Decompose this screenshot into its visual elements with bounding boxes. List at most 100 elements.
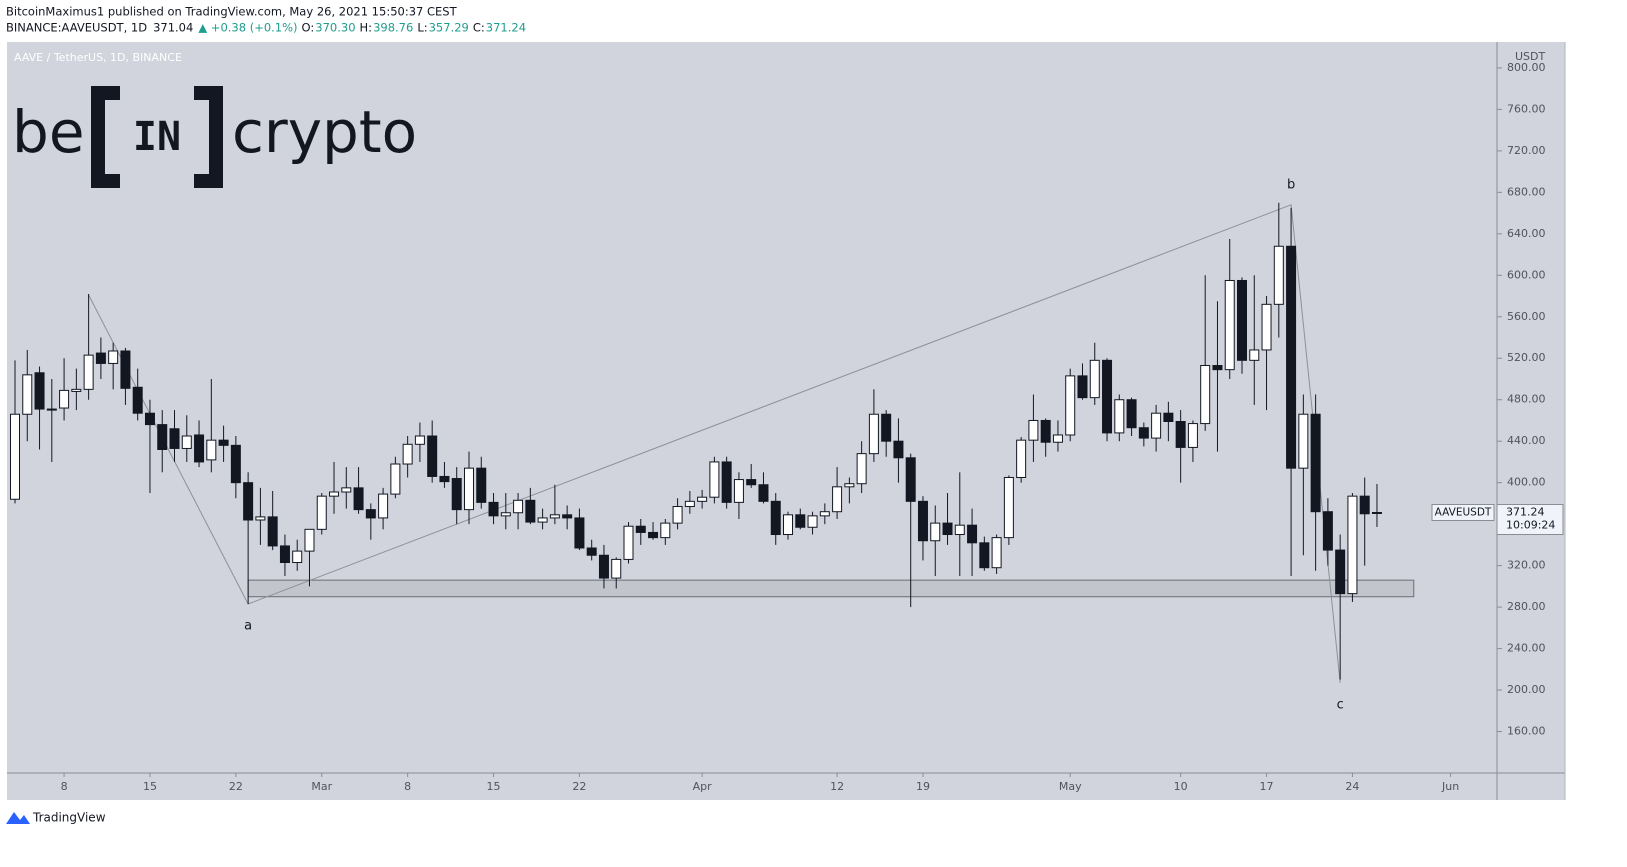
candle-body [414, 435, 425, 445]
candle-body [451, 478, 462, 511]
footer-text: TradingView [32, 811, 106, 825]
candle-body [819, 511, 830, 517]
plot-background [7, 42, 1497, 773]
countdown-label: 10:09:24 [1506, 518, 1555, 531]
candle-body [267, 516, 278, 547]
candle-body [83, 354, 94, 390]
candle-body [549, 514, 560, 519]
candle-body [279, 545, 290, 564]
candle-body [1065, 375, 1076, 436]
candle-body [979, 542, 990, 569]
candle-body [500, 512, 511, 517]
watermark-text: IN [133, 114, 181, 160]
candle-body [144, 412, 155, 426]
candle-body [746, 479, 757, 486]
candle-body [1237, 279, 1247, 361]
chart-title: AAVE / TetherUS, 1D, BINANCE [14, 51, 182, 64]
x-tick-label: 15 [143, 780, 157, 793]
candle-body [132, 386, 143, 414]
candle-body [1347, 495, 1358, 595]
y-tick-label: 440.00 [1507, 434, 1546, 447]
candle-body [427, 435, 438, 477]
watermark-text: crypto [232, 98, 417, 166]
candle-body [1200, 365, 1211, 425]
support-zone [247, 579, 1415, 598]
candle-body [795, 514, 806, 528]
candle-body [917, 500, 928, 542]
candle-body [292, 550, 303, 564]
candle-body [10, 413, 20, 500]
candle-body [243, 482, 254, 521]
header-text: L: [417, 21, 427, 35]
y-tick-label: 240.00 [1507, 642, 1546, 655]
candle-body [758, 484, 769, 502]
candle-body [1212, 365, 1223, 371]
candle-body [329, 491, 340, 497]
candle-body [1102, 359, 1113, 434]
y-tick-label: 560.00 [1507, 310, 1546, 323]
candle-body [1163, 412, 1174, 422]
candle-body [930, 522, 941, 542]
candle-body [439, 475, 450, 483]
candle-body [598, 554, 609, 579]
candle-body [463, 467, 474, 511]
candle-body [390, 463, 401, 495]
header-text: ▲ +0.38 (+0.1%) [198, 21, 297, 35]
symbol-label-box [1431, 503, 1495, 521]
candle-body [991, 537, 1002, 569]
candle-body [59, 389, 70, 409]
candle-body [22, 374, 33, 415]
candle-body [488, 501, 499, 517]
symbol-label: AAVEUSDT [1435, 506, 1492, 518]
header-text: 370.30 [315, 21, 355, 35]
y-tick-label: 680.00 [1507, 185, 1546, 198]
candle-body [832, 486, 843, 513]
candle-body [1286, 245, 1297, 469]
logo-icon [6, 812, 30, 824]
candle-body [1187, 423, 1198, 448]
candle-body [807, 515, 818, 528]
candle-body [1040, 419, 1051, 443]
y-tick-label: 160.00 [1507, 725, 1546, 738]
candle-body [1298, 413, 1309, 469]
wave-label: c [1337, 697, 1344, 712]
candle-body [954, 524, 965, 536]
y-tick-label: 520.00 [1507, 351, 1546, 364]
footer-logo: TradingView [6, 811, 106, 825]
publish-info: BitcoinMaximus1 published on TradingView… [6, 5, 458, 19]
candle-body [316, 495, 327, 530]
candle-body [635, 525, 646, 533]
candle-body [562, 514, 573, 519]
candle-body [1114, 399, 1125, 434]
candle-body [365, 509, 376, 519]
candle-body [611, 558, 622, 579]
candle-body [218, 439, 229, 446]
watermark: be IN crypto [12, 86, 417, 188]
x-tick-label: 10 [1174, 780, 1188, 793]
candle-body [1003, 476, 1014, 539]
y-tick-label: 200.00 [1507, 683, 1546, 696]
x-tick-label: 12 [830, 780, 844, 793]
wave-label: b [1287, 177, 1295, 192]
x-tick-label: 24 [1345, 780, 1359, 793]
candle-body [181, 435, 192, 449]
candle-body [169, 428, 180, 449]
price-label-box [1496, 503, 1564, 535]
candle-body [1273, 245, 1284, 305]
y-unit: USDT [1515, 50, 1546, 63]
y-tick-label: 400.00 [1507, 476, 1546, 489]
candle-body [660, 522, 671, 539]
candle-body [770, 500, 781, 536]
x-tick-label: May [1059, 780, 1082, 793]
candle-body [255, 516, 266, 521]
y-tick-label: 640.00 [1507, 227, 1546, 240]
candle-body [341, 487, 352, 493]
candle-body [1224, 279, 1235, 371]
candle-body [71, 388, 82, 392]
candle-body [623, 525, 634, 560]
price-label: 371.24 [1506, 505, 1545, 518]
candle-body [1077, 375, 1088, 399]
candle-body [1249, 349, 1260, 361]
x-axis-background [7, 773, 1497, 800]
